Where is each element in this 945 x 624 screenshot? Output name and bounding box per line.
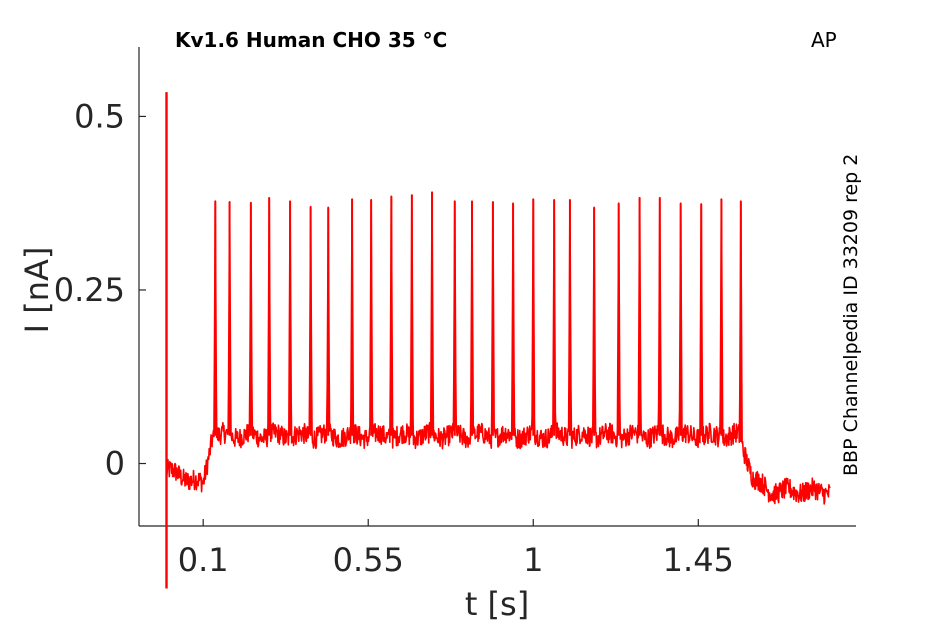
x-axis-label: t [s] (465, 585, 529, 623)
y-tick-label: 0.25 (54, 271, 125, 309)
chart-title: Kv1.6 Human CHO 35 °C (175, 28, 447, 52)
protocol-label: AP (811, 28, 837, 52)
x-tick-label: 0.55 (333, 541, 404, 579)
y-tick-label: 0 (105, 445, 125, 483)
y-tick-label: 0.5 (74, 97, 125, 135)
trace-series (165, 92, 831, 589)
current-trace-line (165, 191, 831, 505)
x-tick-label: 0.1 (178, 541, 229, 579)
source-note: BBP Channelpedia ID 33209 rep 2 (840, 154, 862, 476)
x-axis-ticks: 0.1 0.55 1 1.45 (178, 519, 734, 579)
x-tick-label: 1.45 (663, 541, 734, 579)
y-axis-label: I [nA] (18, 247, 56, 334)
y-axis-ticks: 0 0.25 0.5 (54, 97, 146, 483)
x-tick-label: 1 (523, 541, 543, 579)
